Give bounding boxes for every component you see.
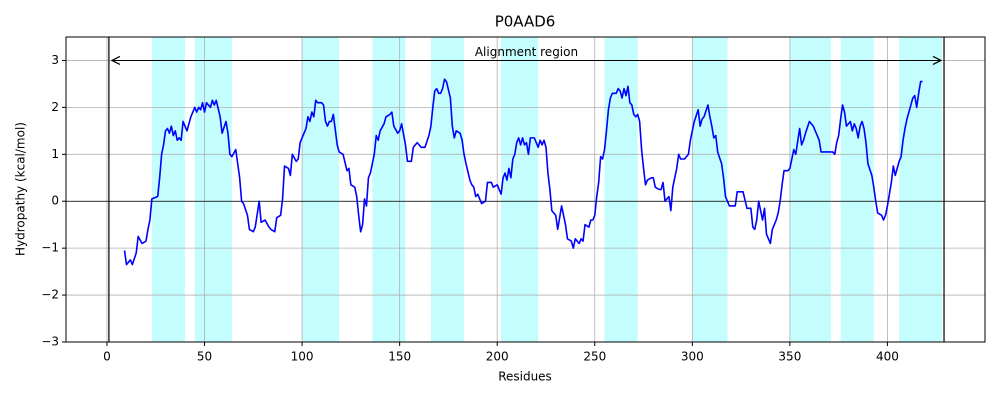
x-tick-label: 250 [583, 350, 606, 364]
y-tick-label: 3 [51, 53, 59, 67]
region-band [789, 37, 831, 342]
region-band [194, 37, 232, 342]
y-axis-label: Hydropathy (kcal/mol) [14, 122, 28, 256]
x-tick-label: 50 [197, 350, 212, 364]
x-tick-label: 0 [103, 350, 111, 364]
region-band [840, 37, 874, 342]
region-band [692, 37, 728, 342]
x-tick-label: 300 [681, 350, 704, 364]
region-band [151, 37, 186, 342]
x-tick-label: 400 [876, 350, 899, 364]
x-tick-label: 100 [291, 350, 314, 364]
y-tick-label: 1 [51, 147, 59, 161]
y-tick-label: −2 [41, 288, 59, 302]
y-tick-label: −3 [41, 335, 59, 349]
y-tick-label: 2 [51, 100, 59, 114]
x-tick-label: 150 [388, 350, 411, 364]
y-tick-label: 0 [51, 194, 59, 208]
alignment-label: Alignment region [475, 45, 578, 59]
region-band [604, 37, 638, 342]
hydropathy-line [123, 78, 923, 266]
region-band [501, 37, 539, 342]
plot-frame [65, 36, 986, 343]
x-tick-label: 200 [486, 350, 509, 364]
region-band [372, 37, 406, 342]
region-band [302, 37, 340, 342]
y-tick-label: −1 [41, 241, 59, 255]
chart-title: P0AAD6 [495, 13, 556, 31]
x-axis-label: Residues [498, 370, 552, 384]
region-band [899, 37, 943, 342]
x-tick-label: 350 [778, 350, 801, 364]
